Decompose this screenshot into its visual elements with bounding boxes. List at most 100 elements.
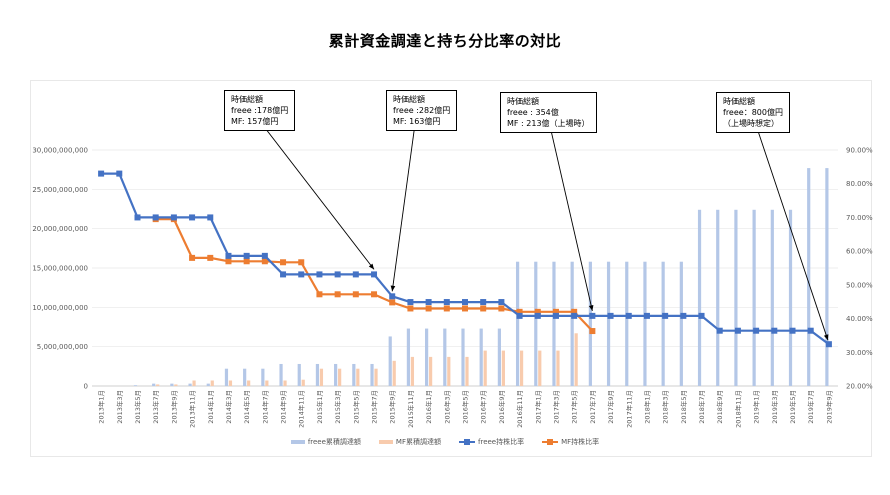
freee-funding-bar xyxy=(661,261,665,386)
legend-swatch xyxy=(290,440,305,444)
freee-funding-bar xyxy=(352,363,356,386)
left-axis-tick-label: 20,000,000,000 xyxy=(32,225,88,233)
mf-funding-bar xyxy=(338,368,342,386)
callout-market-cap-2016: 時価総額 freee :282億円 MF: 163億円 xyxy=(386,90,458,131)
callout-arrow-line xyxy=(261,123,375,270)
freee-funding-bar xyxy=(188,383,192,386)
callout-line: freee：800億円 xyxy=(723,108,783,117)
freee-funding-bar xyxy=(479,328,483,386)
freee-funding-bar xyxy=(370,363,374,386)
x-axis-tick-label: 2018年3月 xyxy=(661,390,670,424)
callout-arrowhead xyxy=(823,334,829,341)
mf-ownership-marker xyxy=(516,308,523,315)
mf-ownership-marker xyxy=(261,258,268,265)
freee-funding-bar xyxy=(643,261,647,386)
freee-ownership-marker xyxy=(116,170,123,177)
x-axis-tick-label: 2017年3月 xyxy=(551,390,560,424)
freee-ownership-marker xyxy=(571,312,578,319)
freee-funding-bar xyxy=(152,383,156,386)
mf-funding-bar xyxy=(465,356,469,386)
mf-funding-bar xyxy=(556,350,560,386)
callout-arrow-line xyxy=(756,127,829,341)
freee-funding-bar xyxy=(552,261,556,386)
freee-ownership-marker xyxy=(425,299,432,306)
x-axis-tick-label: 2017年5月 xyxy=(570,390,579,424)
x-axis-tick-label: 2014年7月 xyxy=(260,390,269,424)
x-axis-tick-label: 2016年9月 xyxy=(497,390,506,424)
freee-ownership-marker xyxy=(352,271,359,278)
freee-funding-bar xyxy=(825,168,829,386)
x-axis-tick-label: 2014年1月 xyxy=(206,390,215,424)
mf-funding-bar xyxy=(228,380,233,386)
x-axis-tick-label: 2017年9月 xyxy=(606,390,615,424)
legend-swatch xyxy=(378,440,393,444)
mf-funding-bar xyxy=(519,350,524,386)
freee-ownership-marker xyxy=(625,312,632,319)
callout-arrow-line xyxy=(549,125,593,311)
freee-ownership-marker xyxy=(607,312,614,319)
freee-ownership-marker xyxy=(771,327,778,334)
mf-funding-bar xyxy=(210,380,214,386)
freee-funding-bar xyxy=(788,209,793,386)
x-axis-tick-label: 2016年11月 xyxy=(515,390,524,428)
callout-line: MF: 163億円 xyxy=(393,117,441,126)
freee-ownership-marker xyxy=(680,312,687,319)
freee-funding-bar xyxy=(206,383,210,386)
mf-funding-bar xyxy=(410,356,415,386)
x-axis-tick-label: 2013年5月 xyxy=(133,390,142,424)
x-axis-tick-label: 2014年11月 xyxy=(297,390,306,428)
freee-funding-bar xyxy=(315,363,320,386)
callout-line: MF : 213億（上場時） xyxy=(507,119,590,128)
mf-ownership-marker xyxy=(280,259,287,266)
freee-ownership-marker xyxy=(170,214,177,221)
freee-ownership-marker xyxy=(334,271,341,278)
callout-line: 時価総額 xyxy=(393,95,425,104)
mf-ownership-marker xyxy=(189,254,196,261)
legend-label: MF持株比率 xyxy=(561,438,600,446)
x-axis-tick-label: 2015年7月 xyxy=(370,390,379,424)
mf-ownership-marker xyxy=(571,308,578,315)
mf-funding-bar xyxy=(192,380,196,386)
freee-ownership-marker xyxy=(534,312,541,319)
freee-funding-bar xyxy=(133,385,138,386)
freee-ownership-marker xyxy=(807,327,814,334)
x-axis-tick-label: 2015年9月 xyxy=(388,390,397,424)
mf-ownership-marker xyxy=(207,254,214,261)
freee-funding-bar xyxy=(807,168,811,386)
mf-ownership-marker xyxy=(316,291,323,298)
freee-ownership-marker xyxy=(480,299,487,306)
right-axis-tick-label: 90.00% xyxy=(846,147,873,155)
freee-ownership-marker xyxy=(734,327,741,334)
x-axis-tick-label: 2016年3月 xyxy=(442,390,451,424)
legend-item: MF累積調達額 xyxy=(378,437,441,447)
freee-ownership-marker xyxy=(716,327,723,334)
mf-funding-bar xyxy=(429,356,433,386)
left-axis-tick-label: 10,000,000,000 xyxy=(32,304,88,312)
right-axis-tick-label: 50.00% xyxy=(846,281,873,289)
mf-funding-bar xyxy=(447,356,451,386)
callout-line: freee :282億円 xyxy=(393,106,451,115)
freee-ownership-marker xyxy=(152,214,159,221)
freee-ownership-marker xyxy=(389,293,396,300)
right-axis-tick-label: 70.00% xyxy=(846,214,873,222)
x-axis-tick-label: 2018年1月 xyxy=(642,390,651,424)
legend-swatch xyxy=(542,439,559,445)
freee-ownership-marker xyxy=(316,271,323,278)
mf-ownership-marker xyxy=(371,291,378,298)
mf-ownership-marker xyxy=(407,305,414,312)
callout-market-cap-2019: 時価総額 freee：800億円 （上場時想定） xyxy=(716,92,790,133)
mf-ownership-marker xyxy=(589,328,596,335)
freee-funding-bar xyxy=(497,328,501,386)
freee-funding-bar xyxy=(697,209,702,386)
mf-funding-bar xyxy=(174,384,178,386)
freee-ownership-marker xyxy=(98,170,105,177)
callout-arrowhead xyxy=(368,263,375,270)
freee-funding-bar xyxy=(752,209,756,386)
freee-ownership-marker xyxy=(243,252,250,259)
freee-funding-bar xyxy=(279,363,283,386)
freee-funding-bar xyxy=(388,336,392,386)
callout-line: freee : 354億 xyxy=(507,108,559,117)
freee-funding-bar xyxy=(224,368,229,386)
mf-ownership-marker xyxy=(462,305,468,312)
